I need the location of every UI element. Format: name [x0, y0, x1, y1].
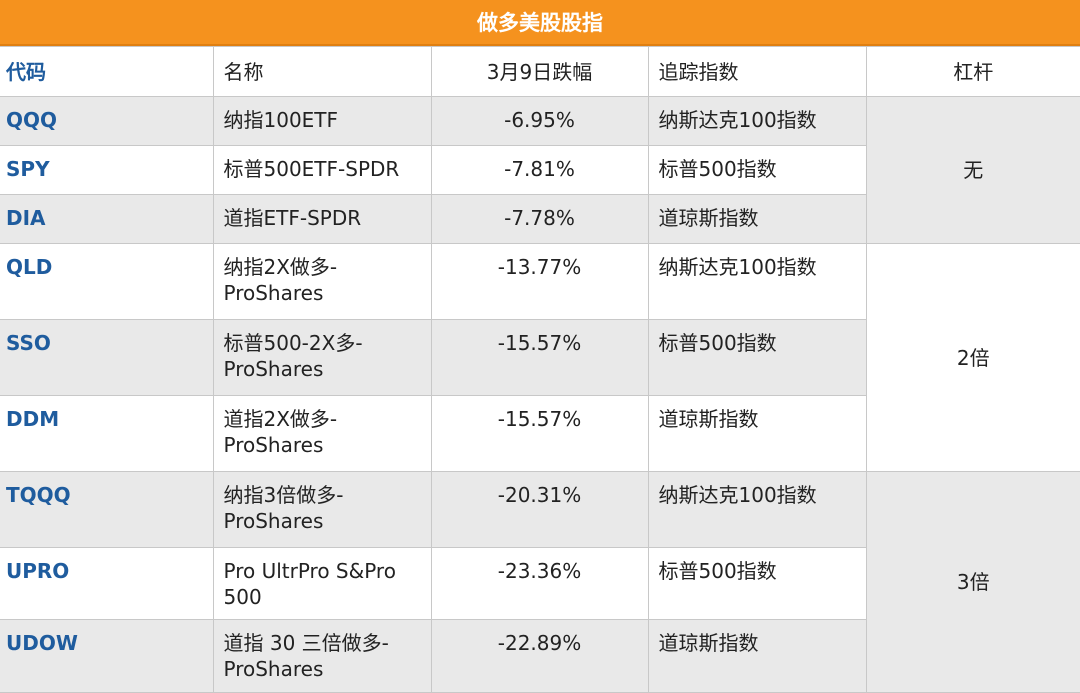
header-index: 追踪指数: [647, 46, 867, 97]
etf-change: -23.36%: [430, 547, 649, 620]
etf-code: UDOW: [0, 619, 214, 693]
table-row: QQQ 纳指100ETF -6.95% 纳斯达克100指数 无: [0, 96, 1080, 244]
etf-change: -7.81%: [430, 145, 649, 195]
etf-index: 道琼斯指数: [647, 619, 866, 693]
etf-code: UPRO: [0, 547, 214, 620]
header-row: 代码 名称 3月9日跌幅 追踪指数 杠杆: [0, 46, 1080, 97]
etf-change: -7.78%: [430, 194, 649, 244]
etf-code: QQQ: [0, 96, 214, 146]
etf-change: -15.57%: [430, 395, 649, 472]
etf-name: 纳指2X做多-ProShares: [212, 243, 432, 320]
etf-index: 标普500指数: [647, 547, 866, 620]
leverage-cell: 2倍: [865, 243, 1080, 472]
header-code: 代码: [0, 46, 214, 97]
table-row: SSO 标普500-2X多-ProShares -15.57% 标普500指数: [0, 319, 1080, 396]
etf-table: 代码 名称 3月9日跌幅 追踪指数 杠杆 QQQ 纳指100ETF -6.95%…: [0, 46, 1080, 693]
etf-index: 道琼斯指数: [647, 194, 866, 244]
etf-name: 道指2X做多-ProShares: [212, 395, 432, 472]
etf-code: SSO: [0, 319, 214, 396]
etf-name: 道指 30 三倍做多-ProShares: [212, 619, 432, 693]
header-change: 3月9日跌幅: [430, 46, 649, 97]
table-title: 做多美股股指: [0, 0, 1080, 46]
etf-change: -13.77%: [430, 243, 649, 320]
table-row: DIA 道指ETF-SPDR -7.78% 道琼斯指数: [0, 194, 1080, 244]
etf-change: -15.57%: [430, 319, 649, 396]
table-row: TQQQ 纳指3倍做多-ProShares -20.31% 纳斯达克100指数 …: [0, 471, 1080, 693]
etf-name: Pro UltrPro S&Pro 500: [212, 547, 432, 620]
table-row: UPRO Pro UltrPro S&Pro 500 -23.36% 标普500…: [0, 547, 1080, 620]
etf-index: 道琼斯指数: [647, 395, 866, 472]
etf-index: 标普500指数: [647, 319, 866, 396]
etf-name: 纳指3倍做多-ProShares: [212, 471, 432, 548]
etf-code: QLD: [0, 243, 214, 320]
header-leverage: 杠杆: [865, 46, 1080, 97]
table-row: UDOW 道指 30 三倍做多-ProShares -22.89% 道琼斯指数: [0, 619, 1080, 693]
table-row: DDM 道指2X做多-ProShares -15.57% 道琼斯指数: [0, 395, 1080, 472]
leverage-cell: 无: [865, 96, 1080, 244]
etf-change: -22.89%: [430, 619, 649, 693]
etf-change: -6.95%: [430, 96, 649, 146]
etf-name: 标普500ETF-SPDR: [212, 145, 432, 195]
etf-code: TQQQ: [0, 471, 214, 548]
etf-index: 纳斯达克100指数: [647, 96, 867, 146]
table-row: SPY 标普500ETF-SPDR -7.81% 标普500指数: [0, 145, 1080, 195]
etf-index: 纳斯达克100指数: [647, 471, 867, 548]
etf-code: DIA: [0, 194, 214, 244]
table-row: QLD 纳指2X做多-ProShares -13.77% 纳斯达克100指数 2…: [0, 243, 1080, 472]
etf-code: DDM: [0, 395, 214, 472]
etf-code: SPY: [0, 145, 214, 195]
etf-index: 纳斯达克100指数: [647, 243, 867, 320]
etf-name: 道指ETF-SPDR: [212, 194, 432, 244]
etf-index: 标普500指数: [647, 145, 866, 195]
etf-change: -20.31%: [430, 471, 649, 548]
leverage-cell: 3倍: [865, 471, 1080, 693]
header-name: 名称: [212, 46, 432, 97]
etf-name: 纳指100ETF: [212, 96, 432, 146]
etf-name: 标普500-2X多-ProShares: [212, 319, 432, 396]
